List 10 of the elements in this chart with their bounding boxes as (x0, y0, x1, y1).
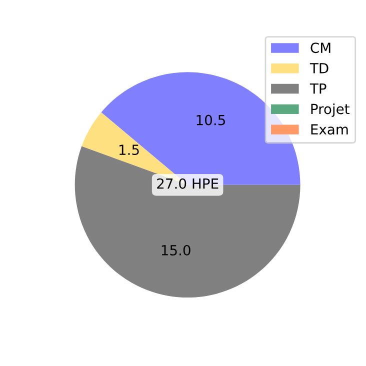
legend-label: TP (310, 84, 326, 94)
pie-slice (74, 146, 300, 298)
data-label: 10.5 (196, 114, 225, 126)
legend-label: Projet (311, 103, 350, 117)
data-label: 1.5 (119, 144, 139, 156)
text: 27.0 HPE (157, 178, 218, 189)
data-label: 15.0 (162, 244, 190, 256)
legend-label: Exam (311, 124, 348, 135)
legend-label: TD (310, 63, 328, 74)
legend-label: CM (310, 42, 330, 54)
